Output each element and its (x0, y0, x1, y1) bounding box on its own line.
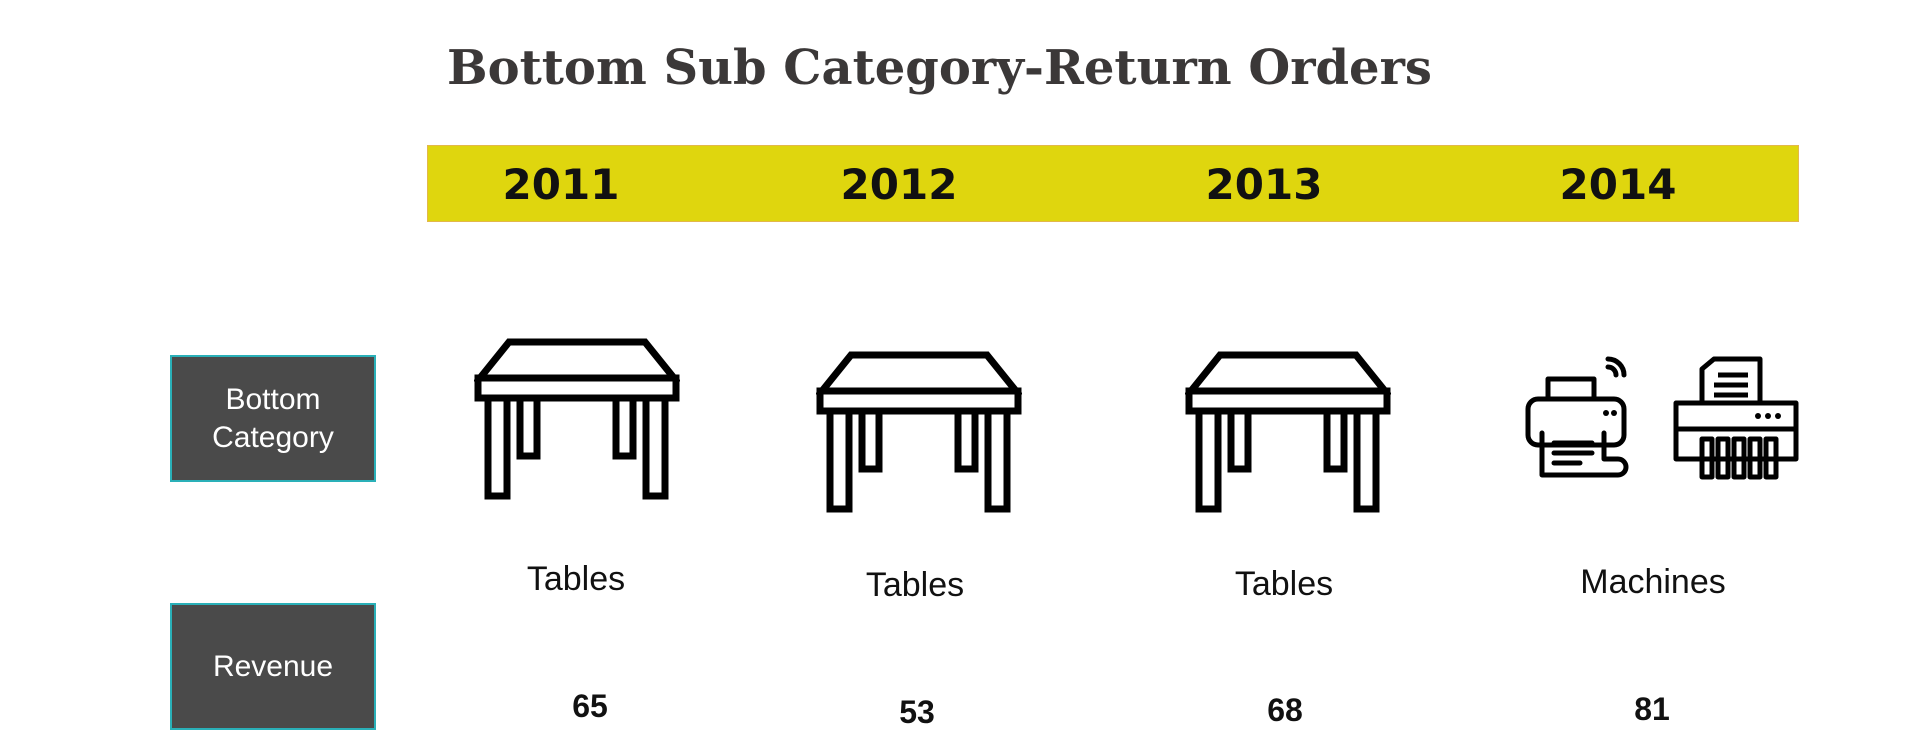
table-icon (816, 351, 1022, 513)
revenue-label: Revenue (170, 603, 376, 730)
category-name-2012: Tables (865, 566, 965, 604)
category-name-2013: Tables (1234, 565, 1334, 603)
year-label-2012: 2012 (840, 160, 958, 209)
year-header-bar: 2011 2012 2013 2014 (427, 145, 1799, 222)
category-name-2011: Tables (526, 560, 626, 598)
revenue-value-2011: 65 (572, 688, 608, 724)
bottom-category-label: Bottom Category (170, 355, 376, 482)
table-icon (474, 338, 680, 500)
category-name-2014: Machines (1580, 563, 1726, 601)
revenue-value-2013: 68 (1267, 692, 1303, 728)
year-label-2011: 2011 (502, 160, 620, 209)
year-label-2014: 2014 (1559, 160, 1677, 209)
page-title: Bottom Sub Category-Return Orders (447, 40, 1432, 96)
printer-icon (1525, 356, 1629, 478)
year-label-2013: 2013 (1205, 160, 1323, 209)
table-icon (1185, 351, 1391, 513)
shredder-icon (1673, 356, 1799, 480)
revenue-value-2012: 53 (899, 694, 935, 730)
revenue-value-2014: 81 (1634, 691, 1670, 727)
